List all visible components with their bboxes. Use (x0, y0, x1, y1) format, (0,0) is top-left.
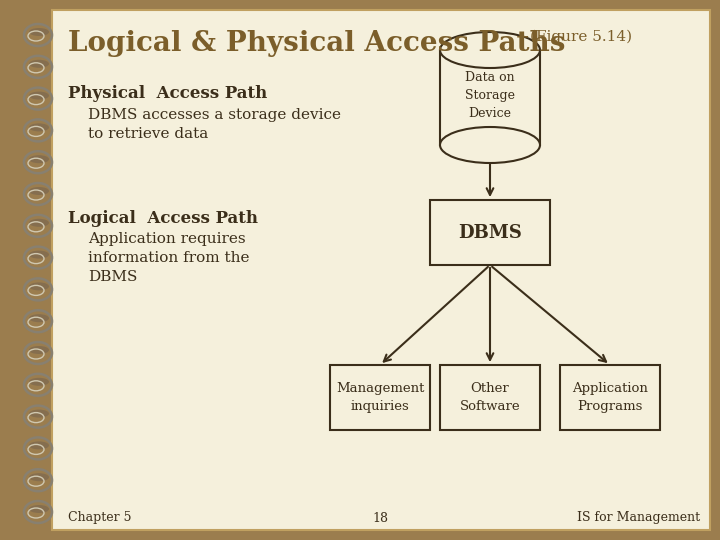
Ellipse shape (29, 314, 49, 322)
Ellipse shape (440, 32, 540, 68)
Text: Data on
Storage
Device: Data on Storage Device (465, 71, 515, 120)
Polygon shape (440, 50, 540, 145)
Ellipse shape (29, 505, 49, 513)
Ellipse shape (29, 219, 49, 227)
Ellipse shape (29, 346, 49, 354)
Text: IS for Management: IS for Management (577, 511, 700, 524)
Text: Logical & Physical Access Paths: Logical & Physical Access Paths (68, 30, 565, 57)
Ellipse shape (29, 378, 49, 386)
Ellipse shape (29, 28, 49, 36)
Text: Logical  Access Path: Logical Access Path (68, 210, 258, 227)
FancyBboxPatch shape (430, 200, 550, 265)
FancyBboxPatch shape (440, 365, 540, 430)
Text: (Figure 5.14): (Figure 5.14) (530, 30, 632, 44)
FancyBboxPatch shape (560, 365, 660, 430)
Text: Chapter 5: Chapter 5 (68, 511, 132, 524)
FancyBboxPatch shape (330, 365, 430, 430)
Text: Physical  Access Path: Physical Access Path (68, 85, 267, 102)
Ellipse shape (29, 124, 49, 131)
Ellipse shape (29, 251, 49, 259)
Ellipse shape (29, 60, 49, 68)
Text: Application requires: Application requires (88, 232, 246, 246)
Text: Application
Programs: Application Programs (572, 382, 648, 413)
Ellipse shape (29, 187, 49, 195)
Text: information from the: information from the (88, 251, 250, 265)
Ellipse shape (29, 410, 49, 417)
Ellipse shape (440, 127, 540, 163)
FancyBboxPatch shape (52, 10, 710, 530)
Ellipse shape (29, 282, 49, 291)
Ellipse shape (29, 473, 49, 481)
Text: DBMS: DBMS (88, 270, 138, 284)
Text: to retrieve data: to retrieve data (88, 127, 208, 141)
Ellipse shape (29, 155, 49, 163)
Text: DBMS: DBMS (458, 224, 522, 241)
Ellipse shape (29, 441, 49, 449)
Ellipse shape (29, 92, 49, 99)
Text: DBMS accesses a storage device: DBMS accesses a storage device (88, 108, 341, 122)
Text: Management
inquiries: Management inquiries (336, 382, 424, 413)
Text: Other
Software: Other Software (459, 382, 521, 413)
Text: 18: 18 (372, 511, 388, 524)
